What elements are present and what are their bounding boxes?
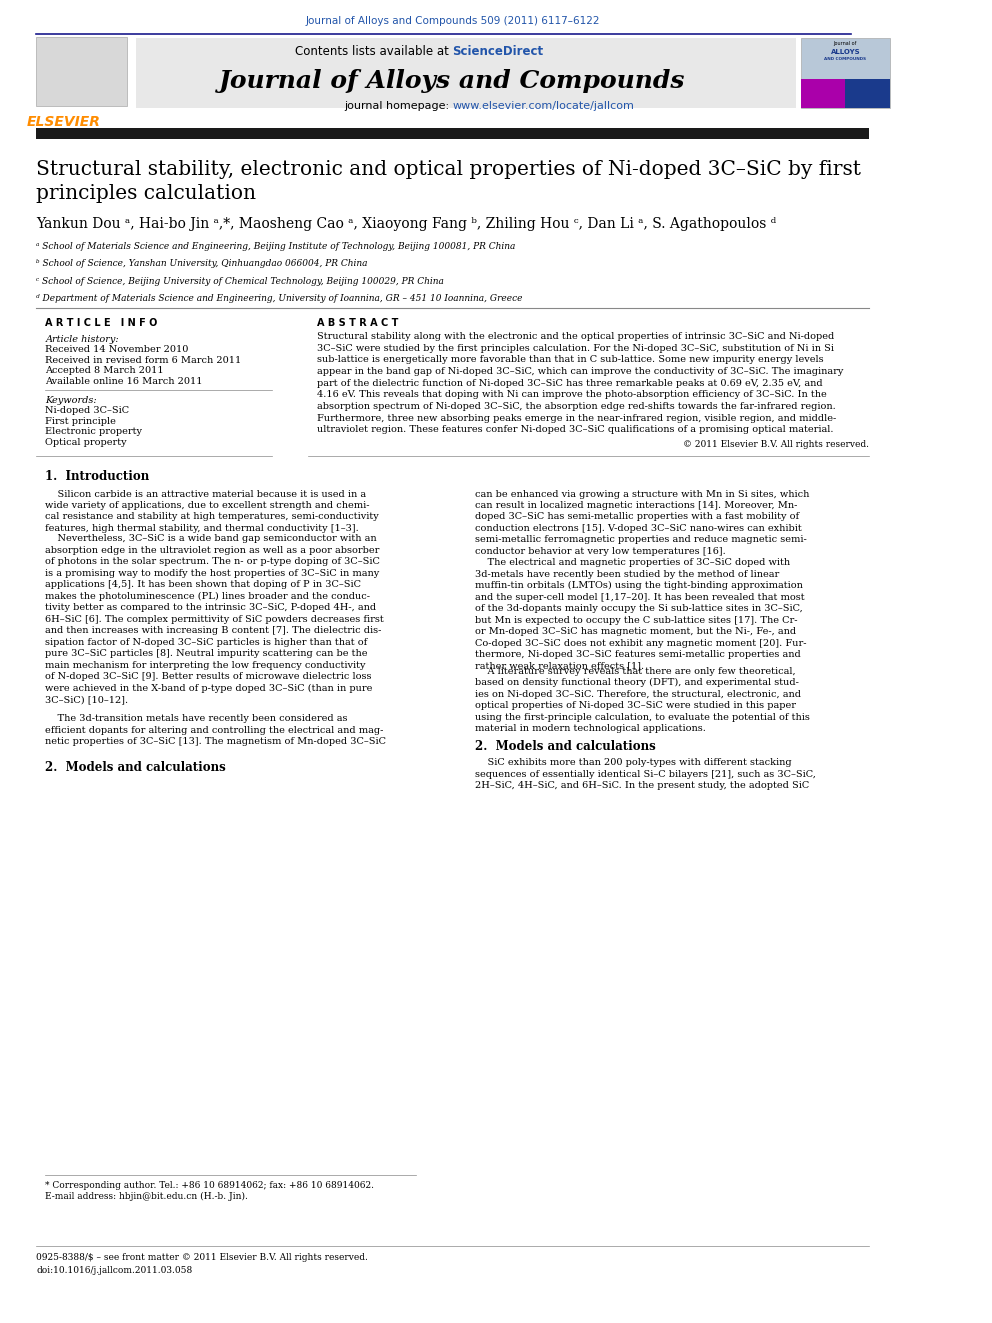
Text: www.elsevier.com/locate/jallcom: www.elsevier.com/locate/jallcom xyxy=(452,101,635,111)
Text: First principle: First principle xyxy=(46,417,116,426)
Text: A literature survey reveals that there are only few theoretical,
based on densit: A literature survey reveals that there a… xyxy=(475,667,810,733)
Text: 1.  Introduction: 1. Introduction xyxy=(46,470,150,483)
Text: The electrical and magnetic properties of 3C–SiC doped with
3d-metals have recen: The electrical and magnetic properties o… xyxy=(475,558,806,671)
Text: ultraviolet region. These features confer Ni-doped 3C–SiC qualifications of a pr: ultraviolet region. These features confe… xyxy=(316,425,833,434)
Text: Journal of Alloys and Compounds: Journal of Alloys and Compounds xyxy=(219,69,685,93)
FancyBboxPatch shape xyxy=(845,79,890,108)
Text: Optical property: Optical property xyxy=(46,438,127,447)
Text: Available online 16 March 2011: Available online 16 March 2011 xyxy=(46,377,202,386)
FancyBboxPatch shape xyxy=(36,37,127,106)
Text: doi:10.1016/j.jallcom.2011.03.058: doi:10.1016/j.jallcom.2011.03.058 xyxy=(36,1266,192,1275)
Text: sub-lattice is energetically more favorable than that in C sub-lattice. Some new: sub-lattice is energetically more favora… xyxy=(316,356,823,364)
Text: ᵈ Department of Materials Science and Engineering, University of Ioannina, GR – : ᵈ Department of Materials Science and En… xyxy=(36,294,523,303)
Text: Journal of: Journal of xyxy=(833,41,857,46)
Text: part of the dielectric function of Ni-doped 3C–SiC has three remarkable peaks at: part of the dielectric function of Ni-do… xyxy=(316,378,822,388)
Text: SiC exhibits more than 200 poly-types with different stacking
sequences of essen: SiC exhibits more than 200 poly-types wi… xyxy=(475,758,816,790)
Text: ELSEVIER: ELSEVIER xyxy=(27,115,100,130)
Text: Structural stability, electronic and optical properties of Ni-doped 3C–SiC by fi: Structural stability, electronic and opt… xyxy=(36,160,861,204)
Text: Received in revised form 6 March 2011: Received in revised form 6 March 2011 xyxy=(46,356,241,365)
Text: A B S T R A C T: A B S T R A C T xyxy=(316,318,398,328)
Text: A R T I C L E   I N F O: A R T I C L E I N F O xyxy=(46,318,158,328)
Text: Received 14 November 2010: Received 14 November 2010 xyxy=(46,345,188,355)
Text: ᵃ School of Materials Science and Engineering, Beijing Institute of Technology, : ᵃ School of Materials Science and Engine… xyxy=(36,242,516,251)
Text: journal homepage:: journal homepage: xyxy=(344,101,452,111)
FancyBboxPatch shape xyxy=(801,79,845,108)
FancyBboxPatch shape xyxy=(136,38,797,108)
Text: E-mail address: hbjin@bit.edu.cn (H.-b. Jin).: E-mail address: hbjin@bit.edu.cn (H.-b. … xyxy=(46,1192,248,1201)
Text: Structural stability along with the electronic and the optical properties of int: Structural stability along with the elec… xyxy=(316,332,834,341)
Text: Electronic property: Electronic property xyxy=(46,427,142,437)
Text: 2.  Models and calculations: 2. Models and calculations xyxy=(46,761,226,774)
Text: Contents lists available at: Contents lists available at xyxy=(295,45,452,58)
Text: Yankun Dou ᵃ, Hai-bo Jin ᵃ,*, Maosheng Cao ᵃ, Xiaoyong Fang ᵇ, Zhiling Hou ᶜ, Da: Yankun Dou ᵃ, Hai-bo Jin ᵃ,*, Maosheng C… xyxy=(36,217,777,232)
Text: 3C–SiC were studied by the first principles calculation. For the Ni-doped 3C–SiC: 3C–SiC were studied by the first princip… xyxy=(316,344,833,353)
Text: 4.16 eV. This reveals that doping with Ni can improve the photo-absorption effic: 4.16 eV. This reveals that doping with N… xyxy=(316,390,826,400)
Text: ᵇ School of Science, Yanshan University, Qinhuangdao 066004, PR China: ᵇ School of Science, Yanshan University,… xyxy=(36,259,368,269)
Text: ALLOYS: ALLOYS xyxy=(830,49,860,56)
Text: 2.  Models and calculations: 2. Models and calculations xyxy=(475,740,656,753)
Text: ᶜ School of Science, Beijing University of Chemical Technology, Beijing 100029, : ᶜ School of Science, Beijing University … xyxy=(36,277,444,286)
Text: * Corresponding author. Tel.: +86 10 68914062; fax: +86 10 68914062.: * Corresponding author. Tel.: +86 10 689… xyxy=(46,1181,374,1191)
Text: Nevertheless, 3C–SiC is a wide band gap semiconductor with an
absorption edge in: Nevertheless, 3C–SiC is a wide band gap … xyxy=(46,534,384,704)
FancyBboxPatch shape xyxy=(801,38,890,108)
Text: Article history:: Article history: xyxy=(46,335,119,344)
Text: Silicon carbide is an attractive material because it is used in a
wide variety o: Silicon carbide is an attractive materia… xyxy=(46,490,379,533)
Text: ScienceDirect: ScienceDirect xyxy=(452,45,544,58)
Text: 0925-8388/$ – see front matter © 2011 Elsevier B.V. All rights reserved.: 0925-8388/$ – see front matter © 2011 El… xyxy=(36,1253,368,1262)
Text: can be enhanced via growing a structure with Mn in Si sites, which
can result in: can be enhanced via growing a structure … xyxy=(475,490,809,556)
Text: Furthermore, three new absorbing peaks emerge in the near-infrared region, visib: Furthermore, three new absorbing peaks e… xyxy=(316,414,836,422)
Text: The 3d-transition metals have recently been considered as
efficient dopants for : The 3d-transition metals have recently b… xyxy=(46,714,386,746)
Text: AND COMPOUNDS: AND COMPOUNDS xyxy=(824,57,866,61)
Text: © 2011 Elsevier B.V. All rights reserved.: © 2011 Elsevier B.V. All rights reserved… xyxy=(682,439,869,448)
Text: Journal of Alloys and Compounds 509 (2011) 6117–6122: Journal of Alloys and Compounds 509 (201… xyxy=(306,16,600,26)
Text: Ni-doped 3C–SiC: Ni-doped 3C–SiC xyxy=(46,406,129,415)
FancyBboxPatch shape xyxy=(36,128,869,139)
Text: appear in the band gap of Ni-doped 3C–SiC, which can improve the conductivity of: appear in the band gap of Ni-doped 3C–Si… xyxy=(316,366,843,376)
Text: absorption spectrum of Ni-doped 3C–SiC, the absorption edge red-shifts towards t: absorption spectrum of Ni-doped 3C–SiC, … xyxy=(316,402,835,411)
Text: Accepted 8 March 2011: Accepted 8 March 2011 xyxy=(46,366,164,376)
Text: Keywords:: Keywords: xyxy=(46,396,97,405)
